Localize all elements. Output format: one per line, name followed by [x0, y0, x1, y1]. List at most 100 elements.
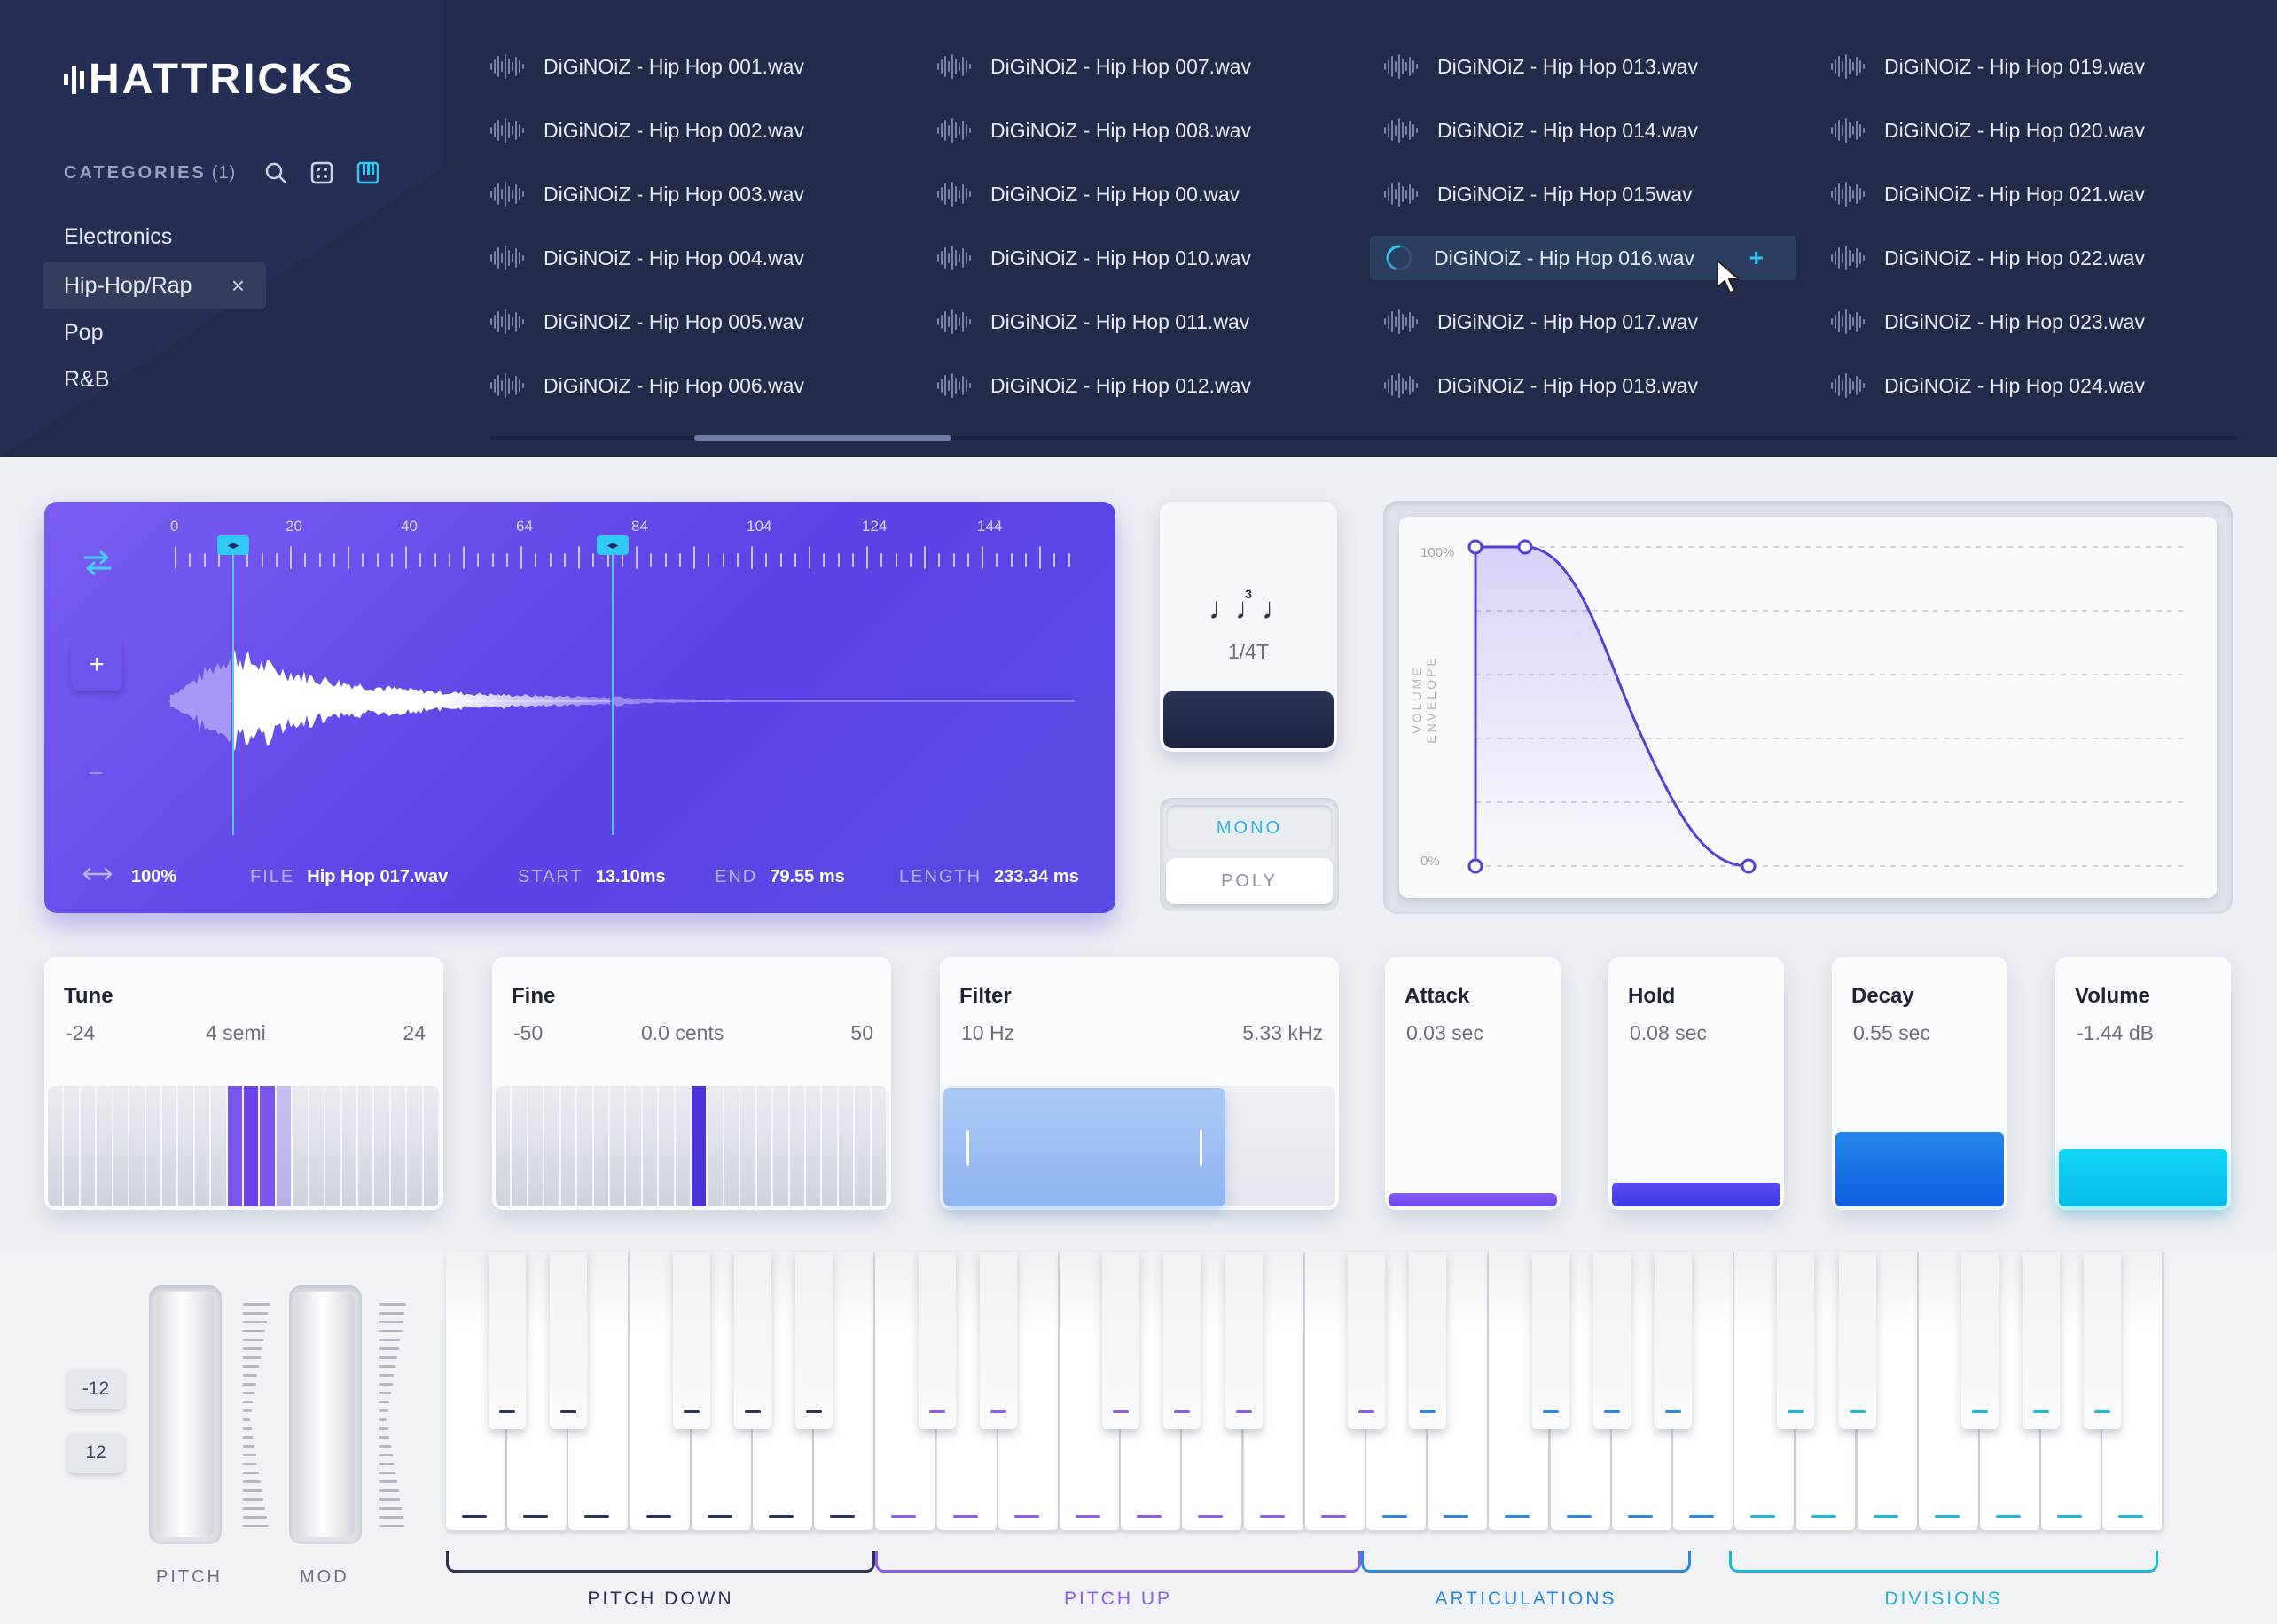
category-hip-hop-rap[interactable]: Hip-Hop/Rap ×	[43, 262, 266, 309]
fine-step[interactable]	[528, 1086, 545, 1206]
file-item[interactable]: DiGiNOiZ - Hip Hop 011.wav	[937, 300, 1249, 344]
fine-step[interactable]	[872, 1086, 888, 1206]
black-key[interactable]	[1593, 1252, 1631, 1429]
tune-step[interactable]	[276, 1086, 293, 1206]
tune-step[interactable]	[293, 1086, 309, 1206]
scrollbar-thumb[interactable]	[694, 435, 951, 441]
fine-step[interactable]	[594, 1086, 610, 1206]
tune-slider[interactable]	[48, 1086, 440, 1206]
black-key[interactable]	[980, 1252, 1017, 1429]
black-key[interactable]	[1839, 1252, 1876, 1429]
envelope-attack-point[interactable]	[1467, 539, 1483, 555]
black-key[interactable]	[550, 1252, 587, 1429]
category-r-and-b[interactable]: R&B	[43, 355, 266, 403]
black-key[interactable]	[1777, 1252, 1814, 1429]
tune-step[interactable]	[391, 1086, 408, 1206]
file-item[interactable]: DiGiNOiZ - Hip Hop 018.wav	[1384, 363, 1698, 408]
file-item[interactable]: DiGiNOiZ - Hip Hop 005.wav	[490, 300, 804, 344]
file-item[interactable]: DiGiNOiZ - Hip Hop 016.wav +	[1370, 236, 1796, 293]
file-item[interactable]: DiGiNOiZ - Hip Hop 007.wav	[937, 44, 1251, 89]
poly-button[interactable]: POLY	[1166, 858, 1333, 904]
fine-step[interactable]	[757, 1086, 774, 1206]
piano-icon[interactable]	[355, 160, 381, 186]
envelope-hold-point[interactable]	[1517, 539, 1533, 555]
tune-step[interactable]	[178, 1086, 195, 1206]
octave-down-button[interactable]: -12	[67, 1369, 124, 1409]
category-pop[interactable]: Pop	[43, 308, 266, 356]
file-item[interactable]: DiGiNOiZ - Hip Hop 008.wav	[937, 108, 1251, 152]
file-item[interactable]: DiGiNOiZ - Hip Hop 010.wav	[937, 236, 1251, 280]
fine-step[interactable]	[692, 1086, 708, 1206]
fine-step[interactable]	[626, 1086, 643, 1206]
fine-step[interactable]	[610, 1086, 627, 1206]
fine-step[interactable]	[822, 1086, 839, 1206]
octave-up-button[interactable]: 12	[67, 1433, 124, 1473]
fine-step[interactable]	[839, 1086, 856, 1206]
swap-icon[interactable]	[80, 548, 115, 578]
search-icon[interactable]	[262, 160, 289, 186]
envelope-graph[interactable]: 100% 0% VOLUME ENVELOPE	[1399, 517, 2217, 898]
black-key[interactable]	[1532, 1252, 1569, 1429]
file-item[interactable]: DiGiNOiZ - Hip Hop 014.wav	[1384, 108, 1698, 152]
tune-step[interactable]	[374, 1086, 391, 1206]
file-item[interactable]: DiGiNOiZ - Hip Hop 020.wav	[1831, 108, 2145, 152]
file-item[interactable]: DiGiNOiZ - Hip Hop 001.wav	[490, 44, 804, 89]
waveform-display[interactable]	[44, 502, 1115, 913]
file-item[interactable]: DiGiNOiZ - Hip Hop 003.wav	[490, 172, 804, 216]
attack-level-bar[interactable]	[1389, 1193, 1557, 1206]
tune-step[interactable]	[309, 1086, 326, 1206]
black-key[interactable]	[1225, 1252, 1263, 1429]
start-marker-handle[interactable]: ◂▸	[217, 535, 249, 555]
file-item[interactable]: DiGiNOiZ - Hip Hop 019.wav	[1831, 44, 2145, 89]
remove-category-icon[interactable]: ×	[231, 271, 245, 299]
file-item[interactable]: DiGiNOiZ - Hip Hop 015wav	[1384, 172, 1693, 216]
tune-step[interactable]	[162, 1086, 179, 1206]
envelope-decay-point[interactable]	[1741, 858, 1757, 874]
black-key[interactable]	[919, 1252, 956, 1429]
decay-level-bar[interactable]	[1835, 1132, 2004, 1206]
black-key[interactable]	[2084, 1252, 2121, 1429]
black-key[interactable]	[489, 1252, 526, 1429]
tune-step[interactable]	[424, 1086, 440, 1206]
fine-slider[interactable]	[496, 1086, 888, 1206]
file-item[interactable]: DiGiNOiZ - Hip Hop 013.wav	[1384, 44, 1698, 89]
fine-step[interactable]	[773, 1086, 790, 1206]
dice-icon[interactable]	[309, 160, 335, 186]
fine-step[interactable]	[659, 1086, 676, 1206]
end-marker-handle[interactable]: ◂▸	[597, 535, 629, 555]
tune-step[interactable]	[260, 1086, 277, 1206]
filter-range-handle[interactable]	[943, 1088, 1225, 1206]
fine-step[interactable]	[577, 1086, 594, 1206]
fine-step[interactable]	[708, 1086, 724, 1206]
black-key[interactable]	[2023, 1252, 2060, 1429]
tune-step[interactable]	[407, 1086, 424, 1206]
tune-step[interactable]	[244, 1086, 261, 1206]
tune-step[interactable]	[342, 1086, 359, 1206]
file-item[interactable]: DiGiNOiZ - Hip Hop 00.wav	[937, 172, 1240, 216]
fine-step[interactable]	[724, 1086, 741, 1206]
black-key[interactable]	[1348, 1252, 1385, 1429]
tune-step[interactable]	[113, 1086, 130, 1206]
black-key[interactable]	[734, 1252, 771, 1429]
fine-step[interactable]	[512, 1086, 528, 1206]
black-key[interactable]	[1961, 1252, 1999, 1429]
black-key[interactable]	[673, 1252, 710, 1429]
horizontal-scrollbar[interactable]	[490, 436, 2237, 440]
tune-step[interactable]	[64, 1086, 81, 1206]
fine-step[interactable]	[740, 1086, 757, 1206]
fine-step[interactable]	[496, 1086, 513, 1206]
envelope-curve[interactable]	[1399, 517, 2217, 898]
black-key[interactable]	[1163, 1252, 1201, 1429]
tune-step[interactable]	[81, 1086, 98, 1206]
file-item[interactable]: DiGiNOiZ - Hip Hop 004.wav	[490, 236, 804, 280]
filter-low-grip[interactable]	[966, 1130, 969, 1166]
fine-step[interactable]	[855, 1086, 872, 1206]
end-marker-line[interactable]	[612, 543, 614, 835]
fine-step[interactable]	[676, 1086, 692, 1206]
tune-step[interactable]	[325, 1086, 342, 1206]
black-key[interactable]	[795, 1252, 833, 1429]
note-division-selector[interactable]: 3 ♩♩♩ 1/4T	[1160, 502, 1337, 752]
hold-level-bar[interactable]	[1612, 1183, 1780, 1206]
volume-level-bar[interactable]	[2059, 1149, 2227, 1206]
start-marker-line[interactable]	[232, 543, 234, 835]
